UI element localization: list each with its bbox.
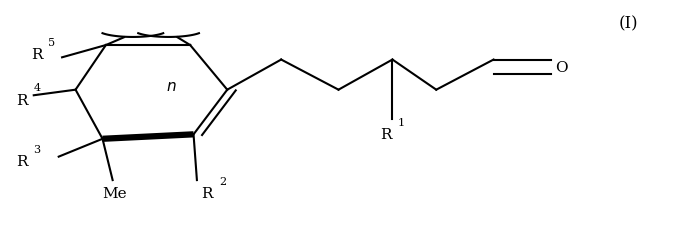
Text: (I): (I) xyxy=(619,15,638,32)
Text: 4: 4 xyxy=(34,83,41,93)
Text: R: R xyxy=(16,154,27,168)
Text: R: R xyxy=(380,128,391,142)
Text: O: O xyxy=(554,61,567,75)
Text: R: R xyxy=(30,48,42,62)
Text: R: R xyxy=(16,93,27,107)
Text: 5: 5 xyxy=(48,38,56,47)
Text: 2: 2 xyxy=(219,176,226,186)
Text: 3: 3 xyxy=(34,144,41,154)
Text: $n$: $n$ xyxy=(166,80,177,94)
Text: R: R xyxy=(201,187,213,200)
Text: Me: Me xyxy=(102,187,127,200)
Text: 1: 1 xyxy=(397,117,405,128)
